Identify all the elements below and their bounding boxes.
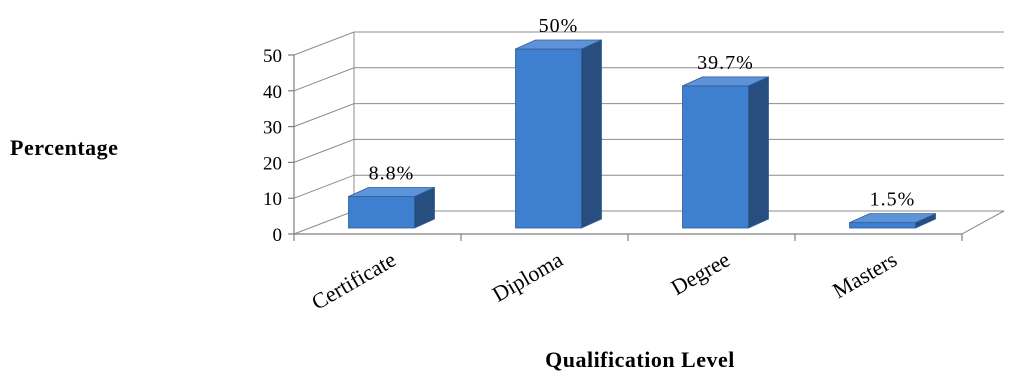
bar-side <box>581 39 602 229</box>
bar <box>682 76 769 229</box>
data-label: 1.5% <box>870 189 916 211</box>
y-tick-label: 0 <box>273 225 283 246</box>
x-tick-label: Certificate <box>307 247 400 315</box>
x-tick-label: Masters <box>828 247 901 303</box>
y-tick-label: 40 <box>263 82 282 103</box>
data-labels: 8.8% 50% 39.7% 1.5% <box>369 15 916 211</box>
gridline <box>293 103 1004 128</box>
y-tick-label: 30 <box>263 118 282 139</box>
bar-top <box>849 213 936 224</box>
bar-top <box>682 76 769 87</box>
category-labels: Certificate Diploma Degree Masters <box>307 247 901 315</box>
gridline <box>293 31 1004 56</box>
y-tick-label: 20 <box>263 153 282 174</box>
x-axis-title: Qualification Level <box>545 347 735 372</box>
bar-side <box>748 76 769 229</box>
bar-front <box>849 222 916 229</box>
bar-top <box>348 187 435 197</box>
bar <box>348 186 435 229</box>
y-axis-title: Percentage <box>10 135 118 160</box>
bar-front <box>348 196 415 229</box>
data-label: 8.8% <box>369 162 415 184</box>
x-tick-label: Diploma <box>488 247 567 307</box>
y-tick-labels: 0 10 20 30 40 50 <box>263 46 282 246</box>
bar-front <box>515 48 582 229</box>
x-tick-label: Degree <box>666 247 734 300</box>
data-label: 39.7% <box>697 52 754 74</box>
data-label: 50% <box>539 15 579 37</box>
gridline <box>293 67 1004 92</box>
bars <box>348 39 936 229</box>
y-tick-label: 50 <box>263 46 282 67</box>
y-tick-label: 10 <box>263 189 282 210</box>
gridline <box>293 138 1004 163</box>
axes <box>288 54 963 241</box>
bar-front <box>682 85 749 229</box>
bar <box>849 213 936 229</box>
bar <box>515 39 602 229</box>
bar-top <box>515 39 602 50</box>
